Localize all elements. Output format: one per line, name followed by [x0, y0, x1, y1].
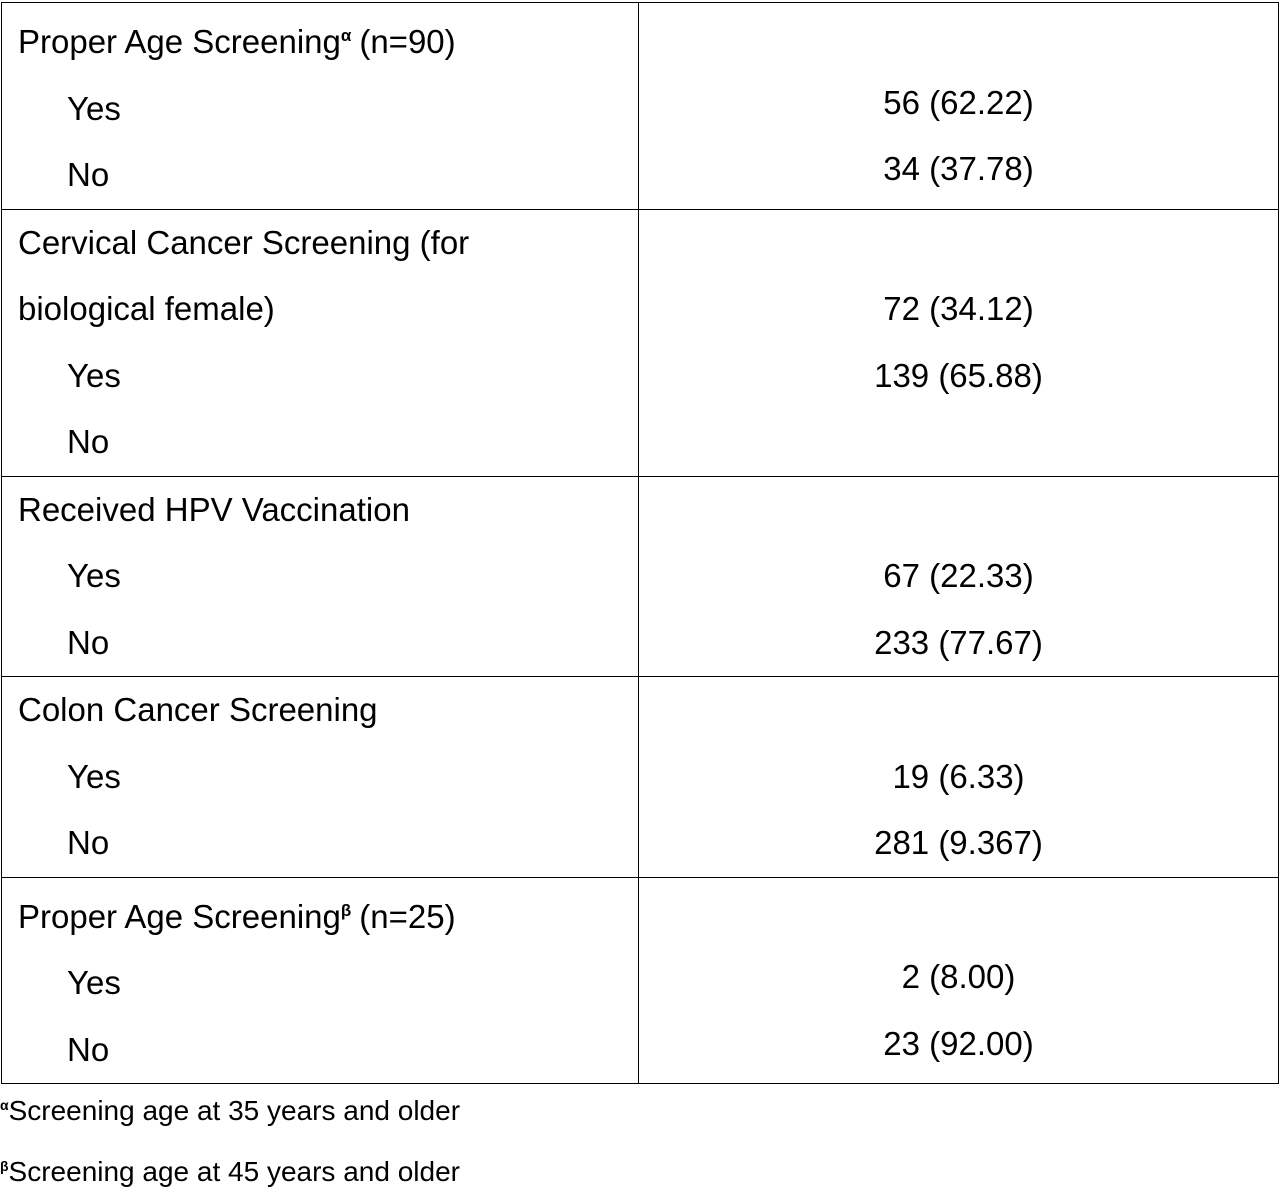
label-cell: Colon Cancer Screening Yes No [2, 677, 639, 877]
group: Cervical Cancer Screening (for biologica… [2, 208, 1278, 476]
row-value: 56 (62.22) [883, 83, 1034, 121]
group: Proper Age Screeningα (n=90) Yes No 56 (62.2… [2, 3, 1278, 209]
row-label: No [67, 156, 110, 193]
row-label: Yes [67, 89, 121, 127]
group: Received HPV Vaccination Yes No 67 (22.33) 2… [2, 475, 1278, 677]
row-value: 281 (9.367) [874, 824, 1043, 861]
title-text: Colon Cancer Screening [18, 691, 378, 728]
title-text: Proper Age Screening [18, 897, 341, 935]
row-value: 72 (34.12) [883, 290, 1034, 327]
row-label: No [67, 1030, 110, 1068]
title-text: Received HPV Vaccination [18, 490, 410, 528]
row-label: Yes [67, 557, 121, 594]
group: Proper Age Screeningβ (n=25) Yes No 2 (8.00)… [2, 876, 1278, 1084]
group-title: Colon Cancer Screening [18, 677, 558, 744]
sample-size: (n=25) [359, 897, 456, 935]
value-cell: 56 (62.22) 34 (37.78) [639, 3, 1278, 209]
row-value: 67 (22.33) [883, 557, 1034, 594]
group-title: Proper Age Screeningβ (n=25) [18, 878, 558, 951]
value-cell: 2 (8.00) 23 (92.00) [639, 878, 1278, 1084]
label-cell: Proper Age Screeningβ (n=25) Yes No [2, 877, 639, 1083]
label-cell: Proper Age Screeningα (n=90) Yes No [2, 3, 639, 209]
row-label: No [67, 824, 110, 861]
superscript: β [0, 1158, 9, 1174]
group-title: Proper Age Screeningα (n=90) [18, 3, 558, 76]
sample-size: (n=90) [359, 23, 456, 60]
row-label: No [67, 623, 110, 661]
row-value: 233 (77.67) [874, 623, 1043, 661]
value-cell: 19 (6.33) 281 (9.367) [639, 677, 1278, 877]
row-value: 2 (8.00) [901, 958, 1016, 995]
title-text: Proper Age Screening [18, 23, 341, 60]
superscript: α [340, 26, 352, 45]
footnote: βScreening age at 45 years and older [0, 1136, 460, 1197]
group-title: Received HPV Vaccination [18, 477, 558, 544]
footnote: αScreening age at 35 years and older [0, 1075, 460, 1136]
label-cell: Cervical Cancer Screening (for biologica… [2, 209, 639, 476]
table: Proper Age Screeningα (n=90) Yes No 56 (62.2… [1, 2, 1279, 1084]
title-text: Cervical Cancer Screening (for biologica… [18, 223, 470, 328]
footnote-text: Screening age at 35 years and older [8, 1095, 461, 1126]
group-title: Cervical Cancer Screening (for biologica… [18, 210, 558, 343]
superscript: α [0, 1097, 9, 1113]
superscript: β [340, 900, 352, 920]
label-cell: Received HPV Vaccination Yes No [2, 476, 639, 676]
row-label: No [67, 423, 110, 460]
row-value: 34 (37.78) [883, 150, 1034, 187]
footnote-text: Screening age at 45 years and older [8, 1156, 460, 1187]
row-value: 19 (6.33) [892, 757, 1025, 795]
value-cell: 67 (22.33) 233 (77.67) [639, 477, 1278, 677]
row-label: Yes [67, 964, 121, 1001]
row-value: 139 (65.88) [874, 356, 1043, 394]
row-value: 23 (92.00) [883, 1024, 1034, 1062]
row-label: Yes [67, 757, 121, 795]
row-label: Yes [67, 356, 121, 394]
footnotes: αScreening age at 35 years and older βScr… [0, 1075, 460, 1197]
value-cell: 72 (34.12) 139 (65.88) [639, 210, 1278, 476]
group: Colon Cancer Screening Yes No 19 (6.33) 281 … [2, 676, 1278, 877]
